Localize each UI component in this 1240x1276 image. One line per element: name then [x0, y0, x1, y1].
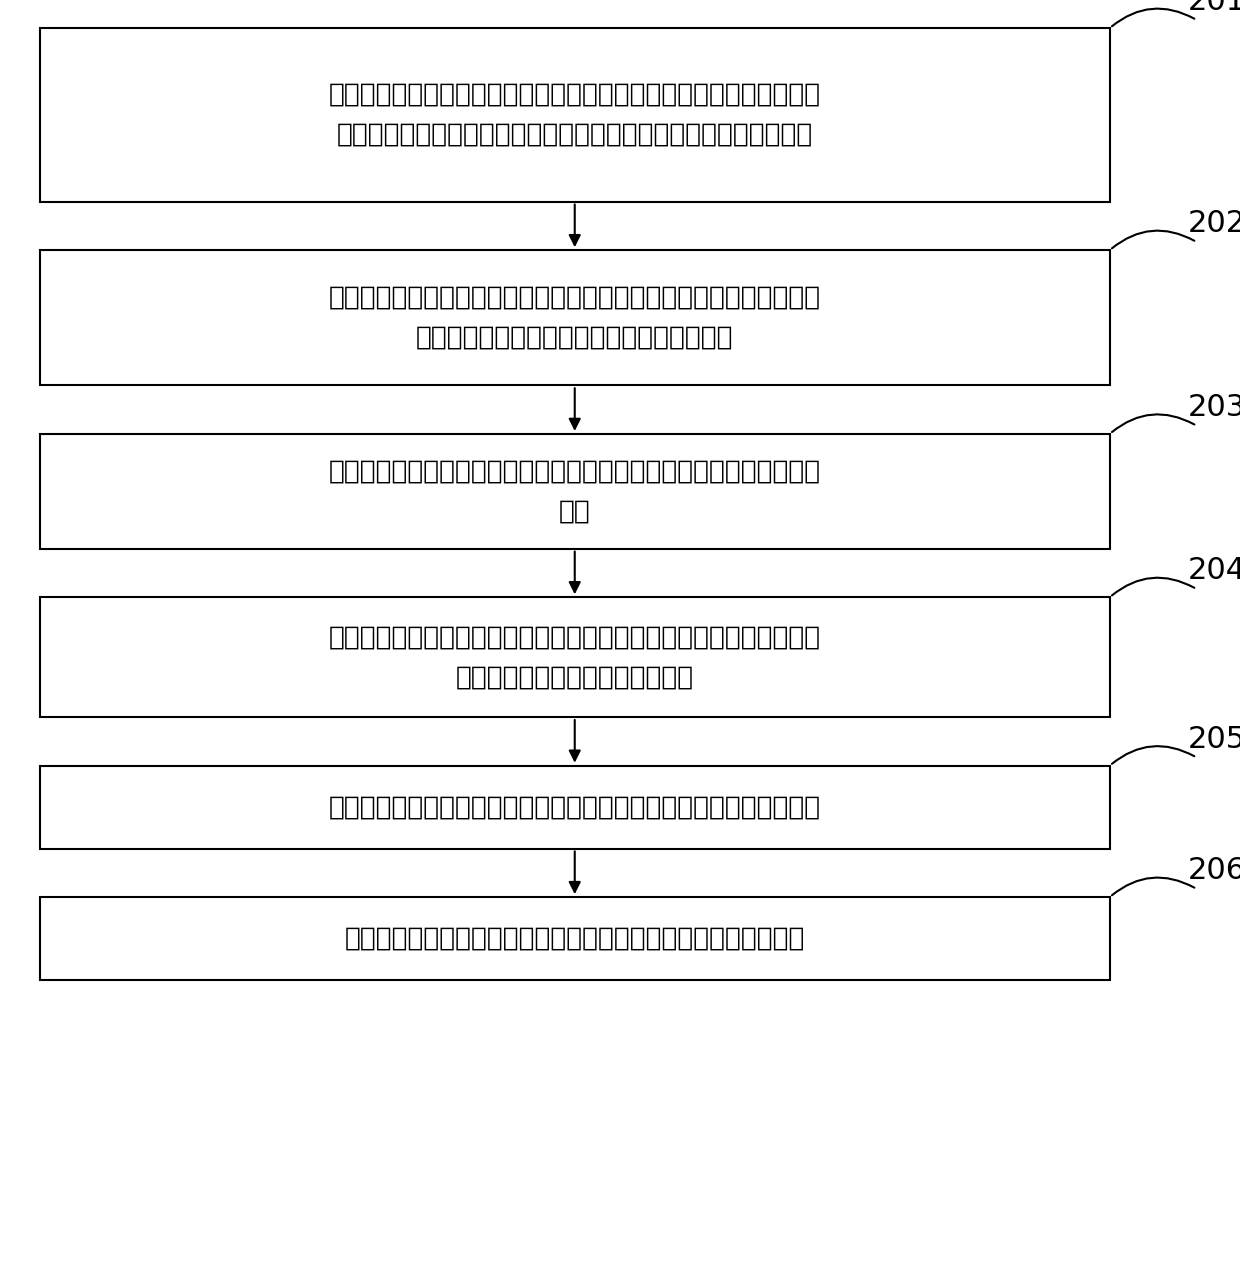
- Bar: [40, 434, 1110, 549]
- Bar: [40, 766, 1110, 849]
- Text: 204: 204: [1188, 556, 1240, 586]
- Text: 根据所述用户肢体的移动轨迹生成控制指令，并执行所述控制指令: 根据所述用户肢体的移动轨迹生成控制指令，并执行所述控制指令: [345, 925, 805, 952]
- Bar: [40, 250, 1110, 385]
- Bar: [40, 897, 1110, 980]
- FancyArrowPatch shape: [569, 551, 580, 592]
- Text: 202: 202: [1188, 209, 1240, 239]
- Bar: [40, 597, 1110, 717]
- Text: 基于所述移动终端的超声波信号发射器向所述物体发射不同频率的超声
波信号，并接收各频率超声波信号的反射信号: 基于所述移动终端的超声波信号发射器向所述物体发射不同频率的超声 波信号，并接收各…: [329, 285, 821, 351]
- Bar: [40, 28, 1110, 202]
- Text: 205: 205: [1188, 725, 1240, 754]
- FancyArrowPatch shape: [569, 388, 580, 429]
- FancyArrowPatch shape: [569, 720, 580, 760]
- Text: 201: 201: [1188, 0, 1240, 17]
- Text: 基于移动终端的超声波信号发射器发射的超声波信号形成声场，监测所
述移动终端的声场，当声场发生变化时，确定存在物体靠近移动终端: 基于移动终端的超声波信号发射器发射的超声波信号形成声场，监测所 述移动终端的声场…: [329, 82, 821, 148]
- FancyArrowPatch shape: [569, 204, 580, 245]
- Text: 当所述物体的超声波信号吸收数据与预设的人体超声波信号吸收数据相
匹配时，确定所述物体为用户肢体: 当所述物体的超声波信号吸收数据与预设的人体超声波信号吸收数据相 匹配时，确定所述…: [329, 624, 821, 690]
- Text: 根据发射的超声波信号与接收的反射信号确定所述用户肢体的移动轨迹: 根据发射的超声波信号与接收的反射信号确定所述用户肢体的移动轨迹: [329, 794, 821, 820]
- Text: 206: 206: [1188, 856, 1240, 886]
- FancyArrowPatch shape: [569, 851, 580, 892]
- Text: 根据所述各频率超声波信号的反射信号生成所述物体的超声波信号吸收
数据: 根据所述各频率超声波信号的反射信号生成所述物体的超声波信号吸收 数据: [329, 458, 821, 524]
- Text: 203: 203: [1188, 393, 1240, 422]
